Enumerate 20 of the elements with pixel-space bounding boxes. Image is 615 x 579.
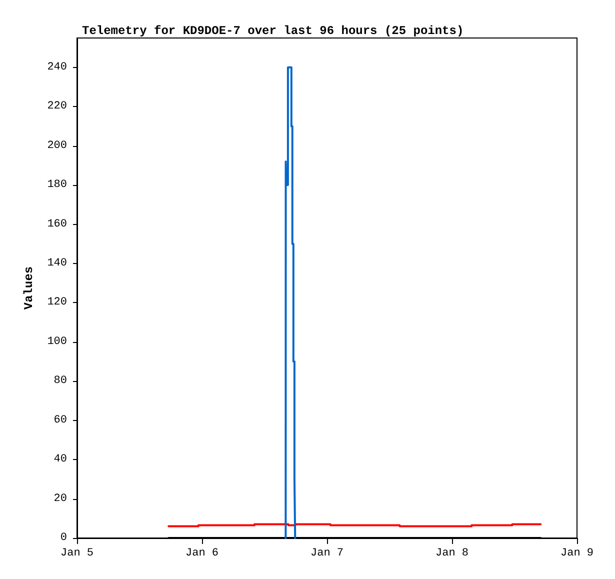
y-tick-label: 160 [47,218,67,230]
y-tick-label: 120 [47,296,67,309]
y-tick-label: 80 [54,375,67,388]
y-tick-label: 140 [47,257,67,270]
y-tick-label: 220 [47,100,67,113]
chart-title: Telemetry for KD9DOE-7 over last 96 hours (25 points) [82,24,464,38]
x-tick-label: Jan 5 [60,548,94,560]
y-tick-label: 40 [54,454,67,466]
y-tick-label: 100 [47,336,67,348]
x-tick-label: Jan 8 [435,548,469,560]
x-tick-label: Jan 9 [560,548,594,560]
y-tick-label: 200 [47,140,67,152]
y-tick-label: 0 [60,532,67,544]
y-tick-label: 20 [54,492,67,505]
y-tick-label: 240 [47,61,67,74]
y-tick-label: 180 [47,179,67,192]
x-tick-label: Jan 7 [310,548,344,560]
y-tick-label: 60 [54,414,67,426]
y-axis-title: Values [22,266,36,310]
x-tick-label: Jan 6 [185,548,219,560]
